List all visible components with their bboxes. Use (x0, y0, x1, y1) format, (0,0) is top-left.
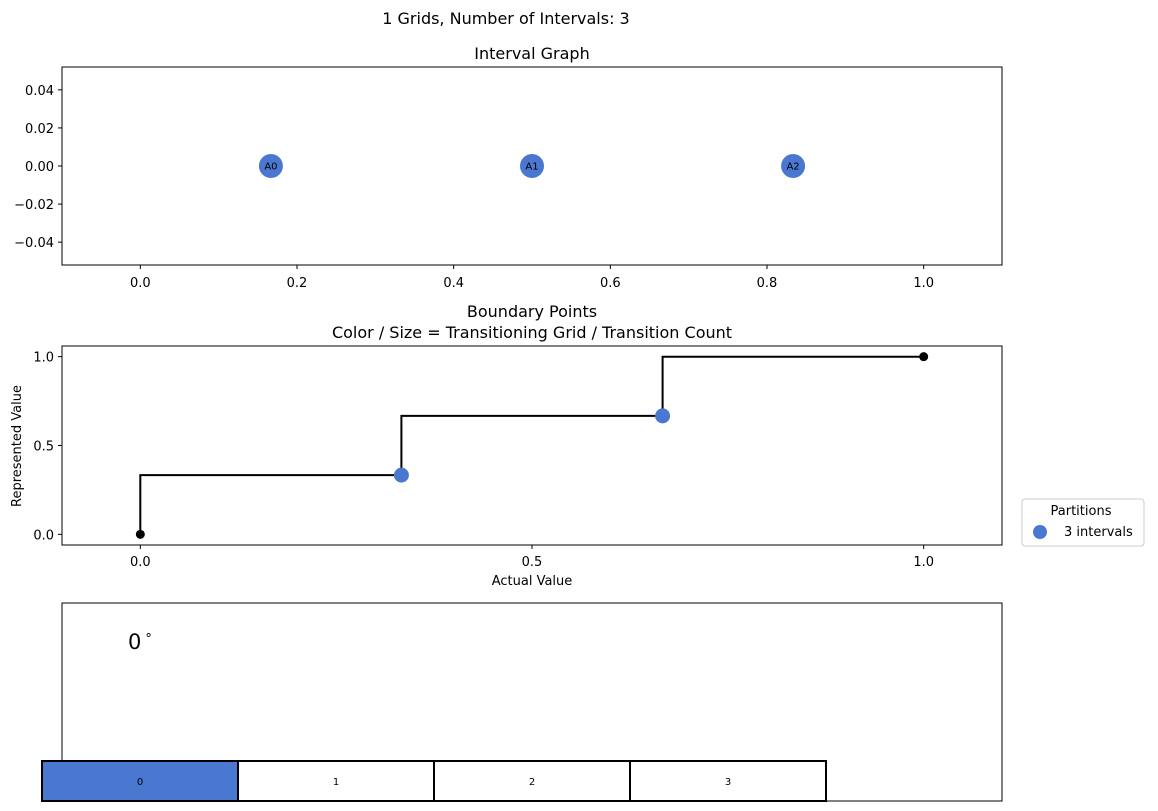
x-tick-label: 0.0 (130, 276, 151, 291)
grid-cell-label: 3 (725, 777, 731, 788)
x-tick-label: 0.0 (130, 555, 151, 570)
boundary-points-x-ticks: 0.0 0.5 1.0 (130, 545, 934, 570)
figure-suptitle: 1 Grids, Number of Intervals: 3 (382, 9, 629, 28)
grid-cells: 0 1 2 3 (41, 760, 827, 802)
boundary-points-title-line-2: Color / Size = Transitioning Grid / Tran… (332, 323, 732, 342)
step-line (139, 355, 924, 535)
interval-graph-panel: Interval Graph 0.0 0.2 0.4 0.6 0.8 1.0 0.040.… (14, 44, 1003, 291)
x-tick-label: 0.5 (522, 555, 543, 570)
x-axis-label: Actual Value (492, 574, 573, 589)
legend-title: Partitions (1051, 504, 1112, 519)
y-tick-label: 0.02 (25, 122, 54, 137)
boundary-points-y-ticks: 1.0 0.5 0.0 (33, 351, 62, 543)
y-tick-label: 0.00 (25, 160, 54, 175)
x-tick-label: 0.6 (600, 276, 621, 291)
angle-unit: ° (145, 632, 152, 647)
grid-cell-label: 1 (333, 777, 339, 788)
boundary-points-panel: Boundary Points Color / Size = Transitio… (10, 302, 1145, 589)
x-tick-label: 0.8 (757, 276, 778, 291)
x-tick-label: 0.4 (443, 276, 464, 291)
boundary-points-frame (61, 345, 1003, 546)
interval-point (781, 154, 806, 178)
interval-point (258, 154, 283, 178)
y-tick-label: −0.04 (14, 236, 54, 251)
angle-value: 0 (128, 630, 141, 654)
y-tick-label: 0.0 (33, 528, 54, 543)
interval-graph-y-ticks: 0.04 0.02 0.00 −0.02 −0.04 (14, 84, 62, 251)
grid-cell-label: 0 (137, 777, 143, 788)
boundary-points-markers (135, 352, 929, 539)
x-tick-label: 0.2 (287, 276, 308, 291)
y-tick-label: 0.5 (33, 440, 54, 455)
interval-point-label: A2 (786, 162, 799, 173)
y-axis-label: Represented Value (10, 385, 25, 507)
angle-annotation: 0 ° (128, 630, 152, 654)
interval-graph-title: Interval Graph (474, 44, 589, 63)
interval-graph-x-ticks: 0.0 0.2 0.4 0.6 0.8 1.0 (130, 265, 934, 291)
boundary-point-marker (655, 408, 671, 424)
interval-point-label: A0 (264, 162, 277, 173)
interval-point (520, 154, 544, 178)
x-tick-label: 1.0 (913, 276, 934, 291)
interval-graph-points: A0 A1 A2 (258, 154, 806, 178)
boundary-points-title-line-1: Boundary Points (467, 302, 597, 321)
endpoint-marker (135, 529, 145, 539)
y-tick-label: 1.0 (33, 351, 54, 366)
grid-cell (237, 760, 435, 802)
grid-cell-label: 2 (529, 777, 535, 788)
grid-cell (41, 760, 239, 802)
boundary-point-marker (393, 467, 409, 483)
x-tick-label: 1.0 (913, 555, 934, 570)
grid-cell (433, 760, 631, 802)
y-tick-label: 0.04 (25, 84, 54, 99)
grid-cell (629, 760, 827, 802)
legend-frame (1021, 498, 1145, 547)
y-tick-label: −0.02 (14, 198, 54, 213)
endpoint-marker (919, 352, 929, 362)
legend-entry-label: 3 intervals (1064, 525, 1133, 540)
legend-swatch-icon (1033, 525, 1047, 539)
legend: Partitions 3 intervals (1021, 498, 1145, 547)
interval-point-label: A1 (525, 162, 538, 173)
